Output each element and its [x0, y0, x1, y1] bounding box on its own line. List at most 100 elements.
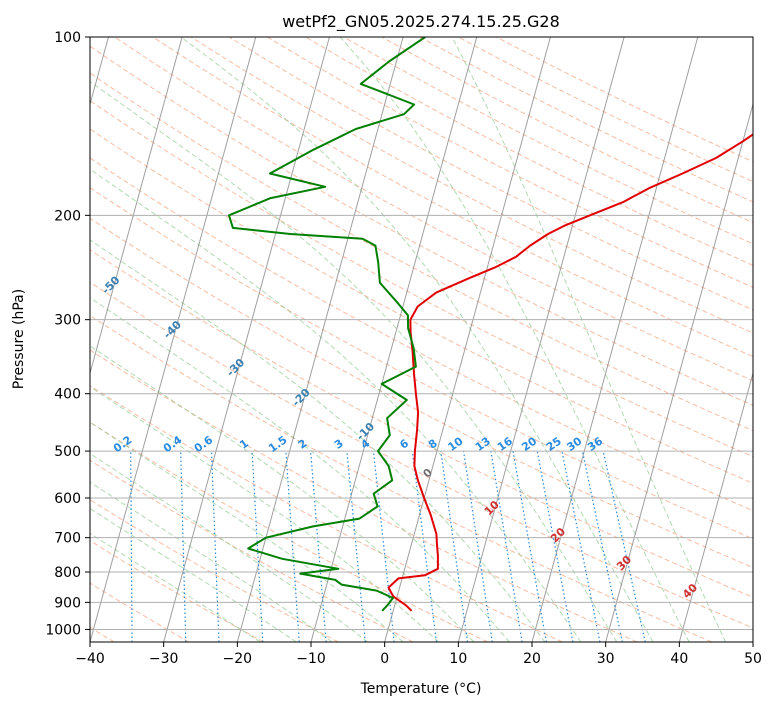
- plot-frame: [89, 36, 754, 643]
- mixing-ratio-line: [561, 450, 601, 642]
- y-tick-label: 500: [54, 444, 81, 460]
- moist-adiabat-line: [90, 532, 261, 642]
- x-axis-ticks: −40 −30 −20 −10 0 10 20 30 40 50: [75, 642, 762, 667]
- isotherm-value-label: -60: [39, 226, 62, 249]
- dry-adiabat-line: [90, 349, 638, 642]
- moist-adiabat-line: [90, 168, 582, 642]
- dry-adiabat-line: [90, 459, 414, 642]
- y-tick-label: 1000: [45, 622, 81, 638]
- x-tick-label: 40: [670, 651, 688, 667]
- mixing-ratio-line: [462, 451, 493, 642]
- dry-adiabat-line: [90, 100, 753, 458]
- x-tick-label: 20: [523, 651, 541, 667]
- isotherm-line: [384, 37, 551, 642]
- x-tick-label: −10: [296, 651, 326, 667]
- mixing-ratio-line: [512, 450, 547, 642]
- isotherm-value-label: -50: [99, 273, 122, 296]
- moist-adiabat-line: [90, 345, 475, 642]
- mixing-ratio-label: 1.5: [266, 433, 289, 455]
- moist-adiabat-line: [90, 507, 297, 642]
- dry-adiabat-line: [457, 37, 753, 183]
- moist-adiabat-line: [90, 386, 439, 642]
- mixing-ratio-line: [536, 450, 574, 642]
- isotherm-line: [90, 37, 257, 642]
- dewpoint-profile-line: [228, 37, 426, 612]
- dry-adiabat-line: [90, 281, 753, 629]
- dry-adiabat-line: [90, 384, 563, 642]
- mixing-ratio-label: 2: [296, 437, 310, 452]
- x-tick-label: 50: [744, 651, 762, 667]
- mixing-ratio-line: [130, 451, 133, 642]
- isotherm-line: [236, 37, 404, 642]
- moist-adiabat-line: [90, 453, 369, 642]
- mixing-ratio-line: [411, 451, 438, 642]
- mixing-ratio-line: [82, 451, 84, 642]
- isotherm-line: [457, 37, 625, 642]
- profiles: [228, 37, 753, 612]
- dry-adiabat-line: [152, 37, 753, 358]
- moist-adiabat-line: [90, 80, 618, 642]
- dry-adiabat-line: [90, 187, 753, 540]
- isotherm-line: [531, 37, 699, 642]
- y-tick-label: 900: [54, 595, 81, 611]
- dry-adiabat-line: [90, 128, 753, 484]
- dry-adiabat-label: 30: [614, 553, 634, 573]
- x-tick-label: 0: [380, 651, 389, 667]
- dry-adiabat-line: [381, 37, 753, 224]
- dry-adiabat-line: [90, 157, 753, 512]
- moist-adiabat-line: [90, 481, 333, 642]
- x-tick-label: −20: [223, 651, 253, 667]
- y-axis-label: Pressure (hPa): [11, 289, 27, 389]
- dry-adiabat-label: 0: [420, 466, 435, 481]
- isotherm-value-label: -10: [354, 420, 377, 443]
- dry-adiabat-label: 10: [482, 498, 502, 518]
- moist-adiabat-line: [90, 297, 510, 642]
- y-tick-label: 200: [54, 208, 81, 224]
- isotherm-value-label: -70: [0, 181, 1, 204]
- pressure-grid: [90, 37, 753, 630]
- mixing-ratio-line: [372, 451, 395, 642]
- mixing-ratio-line: [490, 451, 523, 642]
- dry-adiabat-line: [343, 37, 753, 245]
- moist-adiabat-line: [451, 37, 727, 642]
- y-tick-label: 100: [54, 30, 81, 46]
- isotherm-line: [678, 371, 753, 642]
- mixing-ratio-label: 0.4: [161, 433, 185, 455]
- moist-adiabat-line: [339, 37, 690, 642]
- y-tick-label: 300: [54, 313, 81, 329]
- background-lines: [82, 37, 753, 642]
- mixing-ratio-line: [285, 451, 300, 642]
- x-tick-label: −30: [149, 651, 179, 667]
- y-tick-label: 800: [54, 565, 81, 581]
- moist-adiabat-line: [90, 239, 546, 642]
- dry-adiabat-line: [90, 540, 264, 642]
- mixing-ratio-line: [440, 451, 469, 642]
- mixing-ratio-label: 1: [237, 437, 251, 452]
- isotherm-value-label: -40: [161, 318, 184, 341]
- y-tick-label: 400: [54, 387, 81, 403]
- x-tick-label: 30: [597, 651, 615, 667]
- y-tick-label: 600: [54, 491, 81, 507]
- mixing-ratio-label: 0.6: [192, 433, 216, 455]
- isotherm-line: [163, 37, 330, 642]
- isotherm-line: [605, 102, 753, 642]
- dry-adiabat-line: [90, 249, 753, 598]
- mixing-ratio-label: 3: [332, 437, 346, 452]
- chart-title: wetPf2_GN05.2025.274.15.25.G28: [282, 12, 560, 32]
- mixing-ratio-label: 0.2: [111, 433, 134, 455]
- isotherm-line: [310, 37, 478, 642]
- isotherm-line: [90, 37, 183, 376]
- x-tick-label: 10: [449, 651, 467, 667]
- moist-adiabat-line: [90, 421, 404, 642]
- moist-adiabat-line: [180, 37, 654, 642]
- dry-adiabat-line: [90, 582, 190, 642]
- dry-adiabat-line: [90, 314, 712, 642]
- mixing-ratio-line: [602, 450, 646, 642]
- isotherm-value-label: -30: [224, 356, 247, 379]
- dry-adiabat-line: [267, 37, 753, 288]
- isotherm-line: [752, 640, 753, 642]
- dry-adiabat-line: [90, 421, 488, 642]
- dry-adiabat-line: [419, 37, 753, 203]
- dry-adiabat-line: [228, 37, 753, 311]
